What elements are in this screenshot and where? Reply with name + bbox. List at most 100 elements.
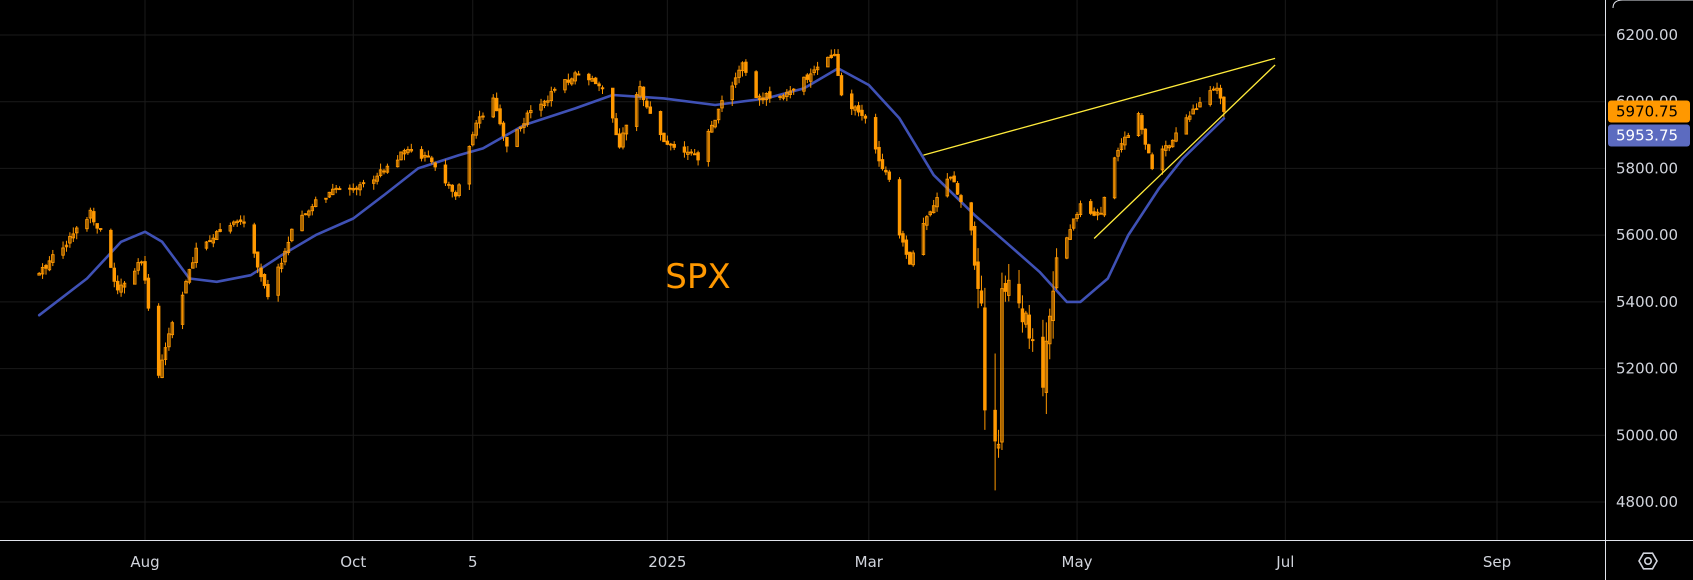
candle — [853, 105, 857, 116]
candle-body — [829, 54, 833, 58]
candle — [385, 163, 390, 174]
candle-body — [566, 79, 571, 83]
candle — [716, 108, 721, 124]
candle-body — [853, 106, 857, 111]
candle-body — [139, 261, 144, 264]
candle — [187, 268, 192, 285]
candle-body — [1024, 312, 1028, 325]
candle-body — [218, 229, 222, 232]
candle — [156, 303, 161, 379]
candle — [95, 223, 99, 234]
candle-body — [624, 124, 629, 135]
candle — [467, 145, 472, 190]
trendline[interactable] — [923, 57, 1276, 156]
candle-body — [1140, 115, 1144, 130]
candle — [1065, 236, 1069, 260]
trendline[interactable] — [1093, 64, 1276, 239]
candle — [447, 181, 451, 189]
candle — [358, 181, 362, 196]
candle-body — [498, 108, 502, 125]
candle-body — [406, 149, 410, 154]
candle — [935, 192, 939, 212]
candle — [1123, 131, 1127, 150]
y-tick-label: 4800.00 — [1616, 493, 1678, 511]
candle-body — [85, 219, 89, 230]
candle — [1020, 295, 1025, 333]
candle — [955, 181, 960, 195]
candle — [764, 92, 769, 106]
candle-body — [549, 91, 554, 102]
candle — [1150, 152, 1154, 171]
candle-body — [481, 115, 485, 118]
candle — [621, 127, 625, 150]
candle — [1164, 140, 1168, 157]
candle — [208, 235, 212, 243]
candle — [406, 146, 410, 155]
settings-button[interactable] — [1625, 546, 1671, 576]
candle-body — [757, 95, 762, 101]
candle-body — [1194, 108, 1199, 111]
candle — [720, 95, 724, 113]
candle — [477, 110, 482, 129]
candle-body — [716, 108, 721, 121]
candle — [1211, 86, 1216, 91]
candle — [546, 95, 550, 107]
candle — [829, 49, 833, 59]
candle — [218, 223, 222, 233]
candle-body — [720, 100, 724, 109]
candle-body — [665, 140, 670, 145]
candle — [180, 291, 185, 330]
candle — [945, 173, 950, 198]
candle-body — [286, 241, 291, 253]
candle — [887, 169, 892, 183]
candle-body — [621, 132, 625, 148]
candle — [378, 163, 383, 178]
candle-body — [737, 69, 741, 78]
candle — [949, 176, 953, 181]
candle-body — [450, 184, 455, 192]
candle — [491, 94, 495, 119]
candle-body — [826, 56, 830, 68]
candle — [211, 234, 216, 248]
candle-body — [382, 170, 386, 173]
candle — [570, 77, 574, 86]
candle — [901, 230, 905, 247]
candle — [262, 273, 267, 289]
candle — [590, 75, 594, 82]
candle-body — [669, 143, 673, 146]
candle-body — [1123, 136, 1127, 146]
candle — [880, 153, 885, 171]
candle — [266, 279, 270, 300]
candle — [1194, 103, 1199, 111]
candle-body — [71, 233, 76, 239]
candle — [167, 327, 171, 351]
candle — [1147, 143, 1151, 154]
candle-body — [1174, 132, 1178, 142]
candle-body — [235, 220, 239, 224]
candle-body — [191, 262, 195, 269]
candle-body — [573, 72, 577, 82]
candle-body — [358, 184, 362, 191]
candle — [931, 199, 936, 214]
candle — [1198, 97, 1202, 108]
candle — [979, 275, 984, 307]
candle — [805, 73, 810, 84]
candle-body — [467, 146, 472, 185]
candle — [279, 258, 284, 273]
candle-body — [232, 221, 236, 225]
candle-body — [696, 152, 700, 161]
candle — [802, 76, 806, 96]
candle-body — [1003, 283, 1008, 292]
x-tick-label: 2025 — [648, 553, 686, 571]
candle-body — [768, 91, 772, 99]
candle-body — [672, 143, 676, 148]
candle-body — [1075, 213, 1079, 219]
candle — [337, 186, 342, 191]
candle-body — [419, 149, 424, 159]
candle-body — [180, 294, 185, 325]
candle-body — [1215, 87, 1219, 91]
candle — [730, 81, 734, 107]
candle — [1000, 272, 1004, 451]
candle-body — [692, 153, 697, 156]
